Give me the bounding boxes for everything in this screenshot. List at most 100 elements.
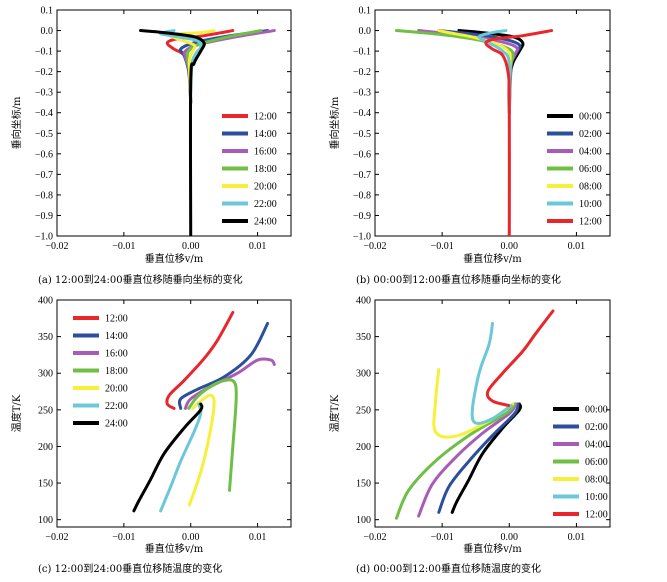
y-axis-label: 温度T/K: [10, 394, 23, 432]
series-line-2400: [139, 29, 206, 236]
legend-label: 22:00: [254, 199, 277, 210]
chart-panel-a: −0.02 −0.01 0.00 0.01 0.1 0.0 −0.1 −0.2 −0.3 −0.4…: [10, 6, 292, 286]
plot-frame: [374, 299, 611, 528]
series-line-1800: [187, 378, 238, 492]
y-tick-label: −0.1: [35, 47, 53, 58]
legend-label: 10:00: [579, 199, 602, 210]
x-tick-label: −0.01: [112, 241, 135, 252]
x-tick-label: 0.01: [249, 532, 267, 543]
chart-panel-d: −0.02 −0.01 0.00 0.01 100 150 200 250 300 350 400 垂…: [328, 296, 611, 575]
series-group: [394, 309, 555, 520]
y-tick-label: −0.8: [353, 190, 371, 201]
legend-label: 00:00: [585, 405, 608, 416]
chart-caption: (b) 00:00到12:00垂直位移随垂向坐标的变化: [356, 273, 561, 286]
series-line-0000: [450, 402, 523, 514]
chart-caption: (c) 12:00到24:00垂直位移随温度的变化: [38, 562, 222, 575]
y-tick-label: −0.2: [35, 67, 53, 78]
legend-label: 10:00: [585, 492, 608, 503]
y-tick-label: 300: [38, 369, 53, 380]
series-group: [132, 310, 276, 513]
series-line-2000: [187, 393, 216, 507]
y-tick-label: −0.9: [35, 211, 53, 222]
y-tick-label: −0.4: [35, 108, 53, 119]
y-tick-label: −0.2: [353, 67, 371, 78]
series-line-0600: [394, 402, 517, 520]
y-tick-label: −0.6: [35, 149, 53, 160]
y-tick-label: −0.3: [353, 88, 371, 99]
y-tick-label: −0.6: [353, 149, 371, 160]
x-tick-label: −0.01: [112, 532, 135, 543]
legend-label: 08:00: [579, 182, 602, 193]
series-group: [394, 29, 554, 236]
legend-label: 12:00: [254, 112, 277, 123]
y-axis-label: 垂向坐标/m: [328, 96, 341, 149]
y-tick-label: 100: [356, 515, 371, 526]
x-tick-label: 0.00: [182, 241, 200, 252]
legend-label: 02:00: [579, 129, 602, 140]
y-tick-label: 400: [356, 296, 371, 307]
series-line-1400: [178, 29, 270, 104]
series-line-2200: [159, 29, 203, 94]
legend-label: 20:00: [105, 384, 128, 395]
legend-label: 04:00: [585, 440, 608, 451]
legend: 12:00 14:00 16:00 18:00 20:00 22:00 24:00: [222, 112, 277, 228]
plot-frame: [56, 9, 292, 237]
legend-label: 12:00: [105, 314, 128, 325]
y-tick-label: 200: [38, 442, 53, 453]
legend-label: 20:00: [254, 182, 277, 193]
x-tick-label: 0.01: [249, 241, 267, 252]
y-tick-label: −0.5: [35, 129, 53, 140]
legend-label: 06:00: [585, 457, 608, 468]
y-tick-label: 0.1: [41, 6, 54, 17]
y-tick-label: −0.8: [35, 190, 53, 201]
chart-caption: (d) 00:00到12:00垂直位移随温度的变化: [356, 562, 541, 575]
chart-panel-b: −0.02 −0.01 0.00 0.01 0.1 0.0 −0.1 −0.2 −0.3 −0.4…: [328, 6, 611, 286]
y-tick-label: −1.0: [353, 232, 371, 243]
series-line-1200: [485, 309, 555, 407]
legend-label: 18:00: [254, 164, 277, 175]
series-line-1000: [477, 29, 512, 115]
legend: 00:00 02:00 04:00 06:00 08:00 10:00 12:00: [547, 112, 602, 228]
legend-label: 00:00: [579, 112, 602, 123]
y-tick-label: 0.0: [359, 26, 372, 37]
x-tick-label: 0.00: [182, 532, 200, 543]
x-tick-label: −0.01: [431, 532, 454, 543]
y-tick-label: 350: [356, 332, 371, 343]
y-tick-label: 300: [356, 369, 371, 380]
legend: 00:00 02:00 04:00 06:00 08:00 10:00 12:00: [553, 405, 608, 521]
x-axis-label: 垂直位移v/m: [463, 542, 522, 555]
chart-caption: (a) 12:00到24:00垂直位移随垂向坐标的变化: [38, 273, 243, 286]
series-line-1600: [183, 357, 276, 410]
legend-label: 24:00: [254, 217, 277, 228]
series-line-1400: [177, 321, 270, 410]
x-axis-label: 垂直位移v/m: [145, 252, 204, 265]
legend-label: 18:00: [105, 366, 128, 377]
x-tick-label: 0.01: [568, 241, 586, 252]
y-tick-label: 250: [38, 405, 53, 416]
legend-label: 14:00: [254, 129, 277, 140]
plot-frame: [374, 9, 611, 237]
y-tick-label: 400: [38, 296, 53, 307]
series-line-1000: [470, 321, 513, 425]
y-tick-label: −0.1: [353, 47, 371, 58]
legend-label: 02:00: [585, 422, 608, 433]
y-tick-label: −0.5: [353, 129, 371, 140]
y-tick-label: −0.7: [353, 170, 371, 181]
x-tick-label: 0.00: [501, 241, 519, 252]
y-axis-label: 垂向坐标/m: [10, 96, 23, 149]
x-tick-label: 0.00: [501, 532, 519, 543]
plot-frame: [56, 299, 292, 528]
y-tick-label: 0.1: [359, 6, 372, 17]
y-tick-label: 150: [356, 479, 371, 490]
x-tick-label: 0.01: [568, 532, 586, 543]
y-tick-label: −0.4: [353, 108, 371, 119]
y-tick-label: 0.0: [41, 26, 54, 37]
series-line-1200: [484, 29, 554, 236]
series-line-2000: [168, 29, 216, 94]
x-tick-label: −0.02: [45, 241, 68, 252]
y-tick-label: −0.9: [353, 211, 371, 222]
y-tick-label: −0.3: [35, 88, 53, 99]
series-line-0400: [417, 402, 518, 518]
legend-label: 22:00: [105, 401, 128, 412]
